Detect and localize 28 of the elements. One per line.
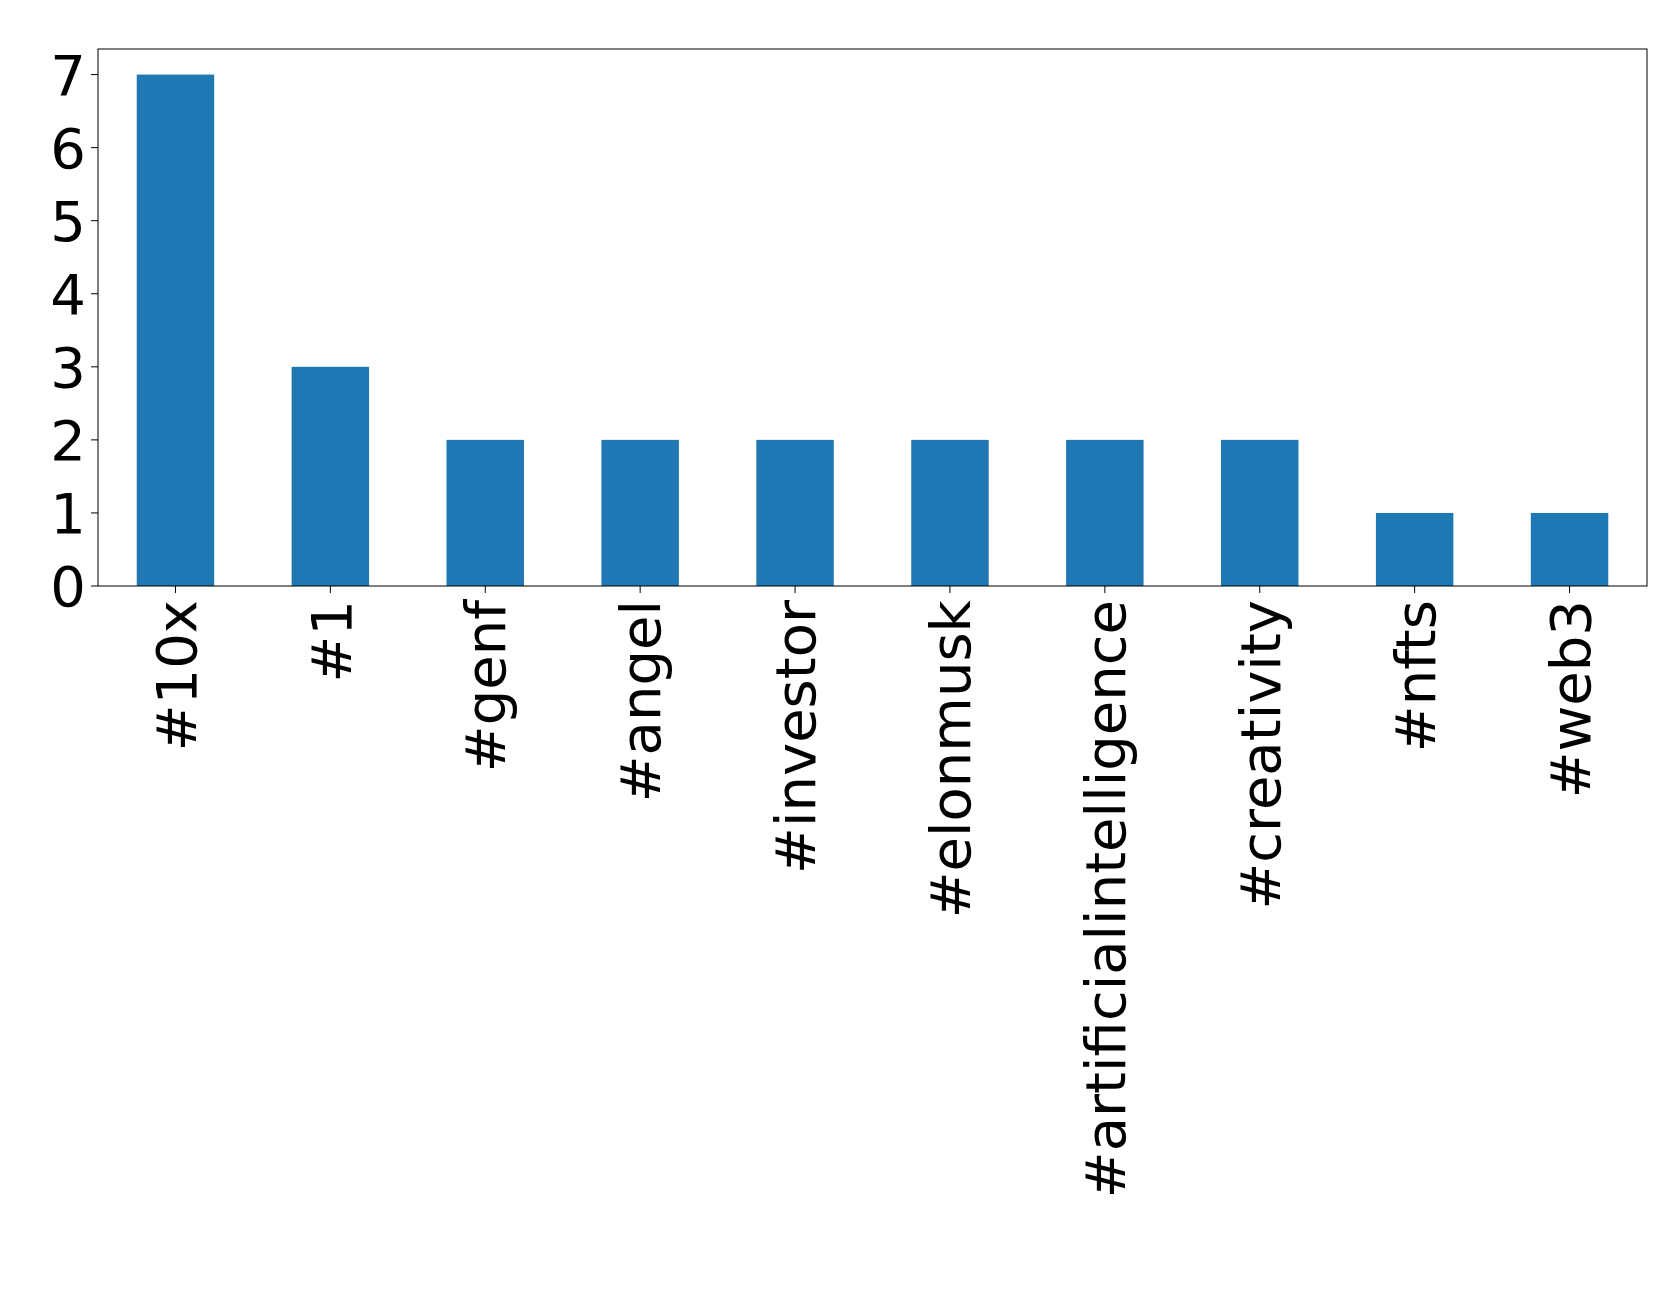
y-tick-label: 4 (50, 261, 86, 327)
x-tick-label: #creativity (1227, 600, 1293, 910)
y-tick-label: 3 (50, 334, 86, 400)
bar (911, 439, 989, 586)
x-tick-label: #investor (763, 599, 829, 874)
x-tick-label: #1 (298, 600, 364, 683)
y-tick-label: 6 (50, 115, 86, 181)
bar (291, 366, 370, 586)
y-tick-label: 5 (50, 188, 86, 254)
x-tick-label: #nfts (1382, 600, 1448, 753)
x-tick-label: #web3 (1537, 600, 1603, 799)
y-tick-label: 0 (50, 554, 86, 620)
y-tick-label: 7 (50, 42, 86, 108)
bar (601, 439, 679, 586)
x-tick-label: #elonmusk (918, 599, 984, 919)
x-tick-label: #genf (453, 598, 519, 773)
bar (136, 74, 215, 586)
bar (1066, 439, 1144, 586)
bar (1530, 512, 1609, 586)
x-tick-label: #angel (608, 600, 674, 803)
bar (446, 439, 524, 586)
y-tick-label: 1 (50, 481, 86, 547)
bar (756, 439, 834, 586)
bar (1221, 439, 1299, 586)
x-tick-label: #artificialintelligence (1073, 600, 1139, 1199)
x-tick-label: #10x (143, 600, 209, 752)
bar (1375, 512, 1454, 586)
y-tick-label: 2 (50, 408, 86, 474)
